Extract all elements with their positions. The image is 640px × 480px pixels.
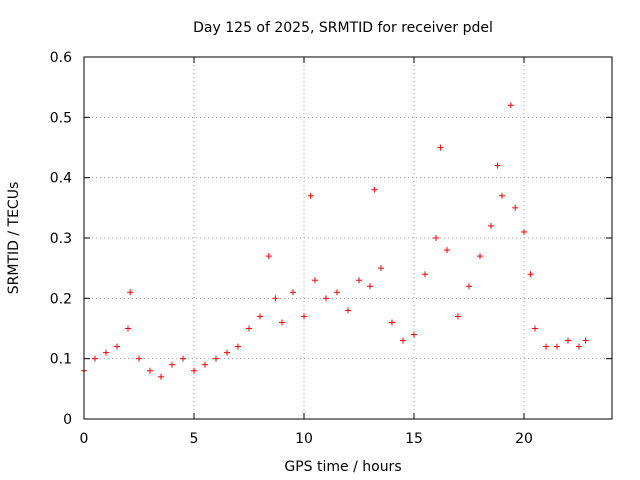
data-point: [371, 186, 378, 193]
y-tick-label: 0.6: [50, 50, 72, 66]
data-point: [411, 331, 417, 338]
data-point: [257, 313, 263, 320]
data-point: [466, 283, 472, 290]
chart-title: Day 125 of 2025, SRMTID for receiver pde…: [193, 20, 493, 36]
data-point: [507, 102, 514, 109]
data-point: [272, 295, 279, 302]
data-point: [433, 235, 439, 241]
data-point: [169, 361, 175, 368]
data-point: [202, 361, 208, 368]
data-point: [422, 271, 428, 278]
data-point: [158, 373, 164, 380]
data-point: [323, 295, 329, 302]
data-point: [455, 313, 461, 320]
data-point: [334, 289, 340, 296]
data-point: [127, 289, 134, 296]
y-tick-label: 0.1: [50, 352, 72, 368]
data-point: [213, 355, 219, 362]
data-point: [235, 343, 241, 350]
data-point: [290, 289, 296, 296]
data-point: [367, 283, 373, 290]
data-point: [301, 313, 307, 320]
x-tick-label: 0: [80, 431, 89, 447]
data-point: [576, 343, 582, 350]
data-point: [378, 265, 384, 272]
y-tick-label: 0.3: [50, 231, 72, 247]
x-axis-label: GPS time / hours: [284, 459, 401, 475]
data-point: [444, 247, 450, 254]
x-tick-label: 10: [295, 431, 313, 447]
data-point: [554, 343, 560, 350]
data-point: [180, 355, 186, 362]
data-point: [125, 325, 131, 332]
x-tick-label: 20: [515, 431, 533, 447]
data-point: [265, 253, 272, 260]
data-point: [488, 222, 494, 229]
data-point: [499, 192, 505, 199]
data-point: [494, 162, 501, 169]
data-point: [389, 319, 395, 326]
data-point: [437, 144, 444, 151]
data-point: [565, 337, 571, 344]
data-points: [81, 102, 589, 380]
data-point: [543, 343, 549, 350]
y-tick-label: 0.5: [50, 110, 72, 126]
data-point: [356, 277, 362, 284]
data-point: [147, 367, 153, 374]
axis-ticks: 0 5 10 15 20 0 0.1 0.2 0.3 0.4 0.5 0.6: [50, 50, 612, 447]
data-point: [136, 355, 142, 362]
data-point: [345, 307, 351, 314]
data-point: [521, 228, 527, 235]
y-tick-label: 0.2: [50, 291, 72, 307]
data-point: [191, 367, 197, 374]
y-axis-label: SRMTID / TECUs: [6, 182, 22, 295]
data-point: [103, 349, 109, 356]
x-tick-label: 5: [190, 431, 199, 447]
data-point: [477, 253, 483, 260]
data-point: [312, 277, 318, 284]
grid-lines: [84, 57, 612, 419]
data-point: [400, 337, 406, 344]
data-point: [279, 319, 285, 326]
y-tick-label: 0: [63, 412, 72, 428]
data-point: [527, 271, 534, 278]
data-point: [307, 192, 314, 199]
data-point: [512, 204, 519, 211]
data-point: [532, 325, 538, 332]
data-point: [224, 349, 230, 356]
data-point: [92, 355, 98, 362]
x-tick-label: 15: [405, 431, 423, 447]
y-tick-label: 0.4: [50, 171, 72, 187]
data-point: [114, 343, 120, 350]
data-point: [582, 337, 589, 344]
data-point: [246, 325, 252, 332]
